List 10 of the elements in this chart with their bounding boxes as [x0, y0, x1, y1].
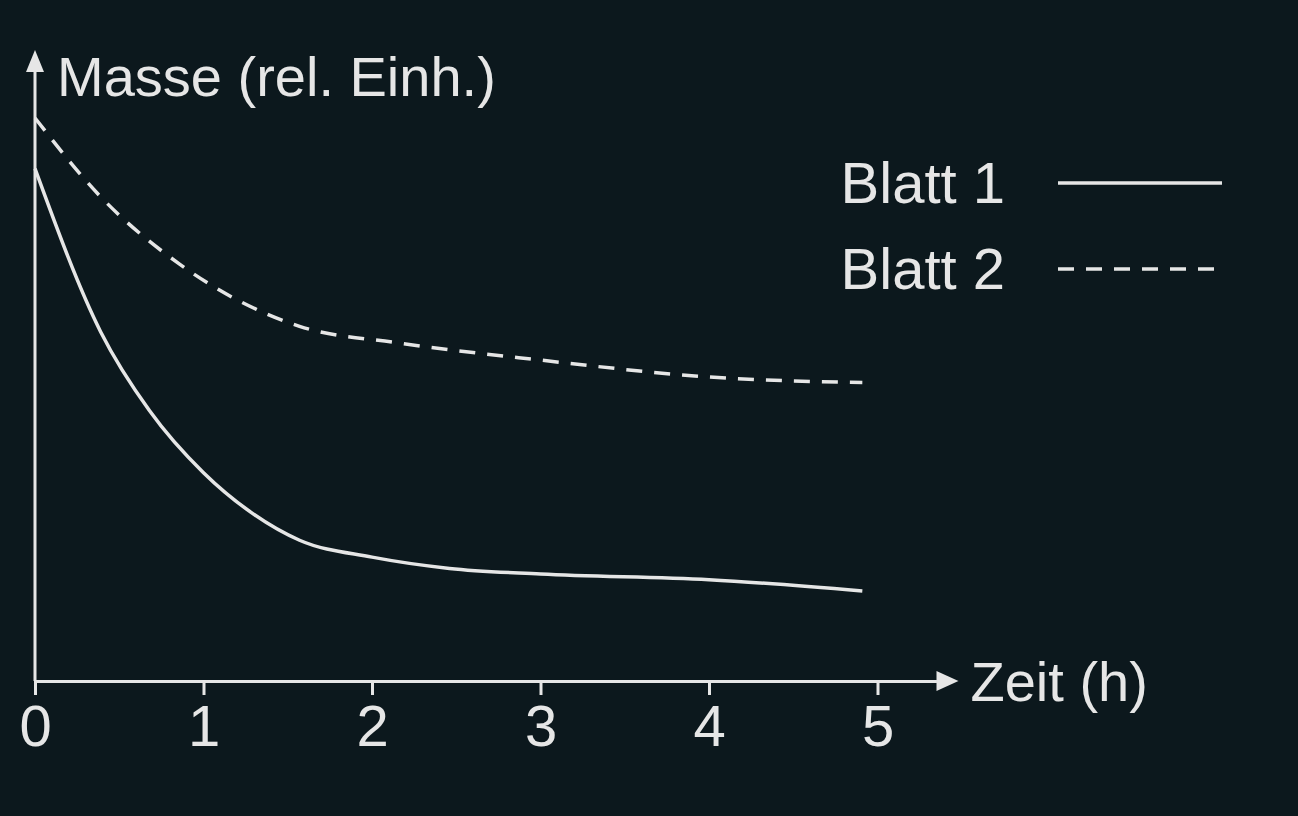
y-axis-title: Masse (rel. Einh.) — [57, 45, 496, 108]
x-tick-label: 0 — [19, 693, 52, 759]
x-tick-label: 4 — [693, 693, 726, 759]
x-tick-label: 2 — [356, 693, 389, 759]
x-tick-label: 5 — [861, 693, 895, 759]
x-tick-label: 1 — [187, 693, 221, 759]
x-axis-title: Zeit (h) — [970, 650, 1148, 713]
legend-label: Blatt 1 — [840, 150, 1005, 215]
legend-label: Blatt 2 — [840, 236, 1005, 301]
x-tick-label: 3 — [524, 693, 558, 759]
